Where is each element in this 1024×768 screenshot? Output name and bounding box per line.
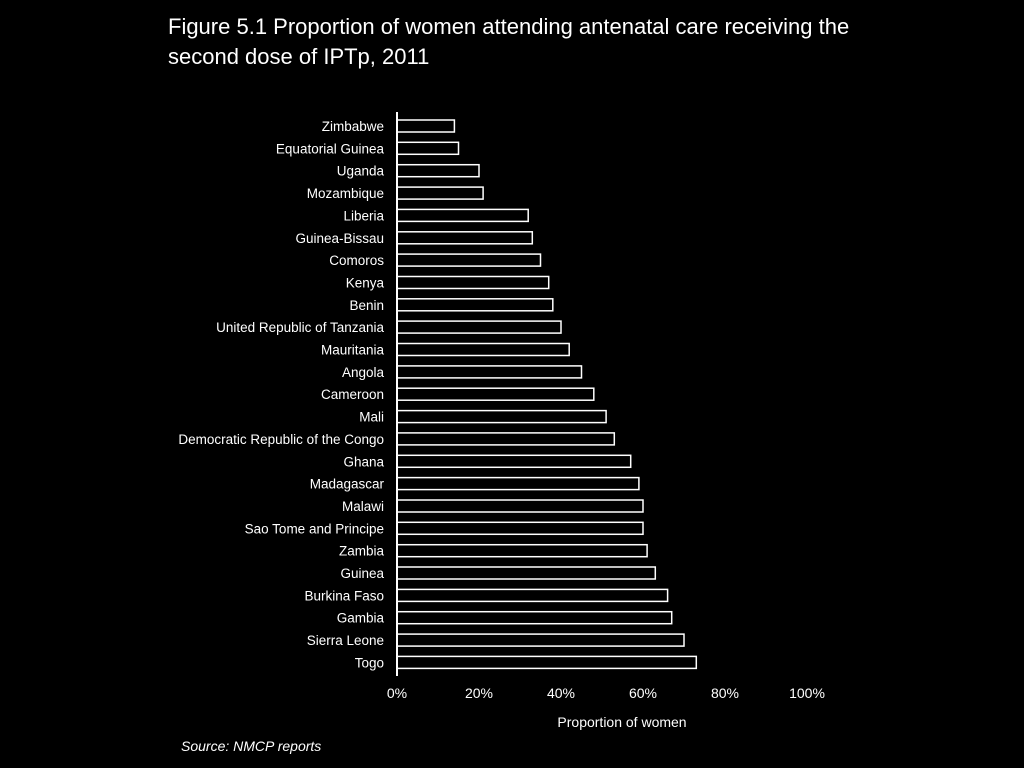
bar-mauritania [396,342,570,357]
bar-madagascar [396,476,640,491]
category-label: Equatorial Guinea [276,141,385,156]
bar-burkina-faso [396,588,669,603]
category-label: Mali [359,410,384,425]
category-label: Kenya [346,276,385,291]
category-label: Mauritania [321,343,385,358]
category-label: Comoros [329,253,384,268]
bar-united-republic-of-tanzania [396,320,562,334]
bar-gambia [396,610,673,625]
bars-group [396,119,698,670]
bar-uganda [396,163,480,178]
category-label: Ghana [343,454,384,469]
category-label: Sao Tome and Principe [245,521,384,536]
category-label: Democratic Republic of the Congo [178,432,384,447]
category-label: Gambia [337,611,385,626]
category-label: Zimbabwe [322,119,384,134]
x-tick-labels: 0% 20% 40% 60% 80% 100% [387,685,825,701]
category-label: Angola [342,365,385,380]
bar-mali [396,409,607,424]
bar-mozambique [396,186,484,200]
x-tick-label: 40% [547,685,575,701]
bar-equatorial-guinea [396,141,460,156]
category-label: Malawi [342,499,384,514]
bar-guinea-bissau [396,231,534,245]
bar-democratic-republic-of-the-congo [396,432,616,446]
category-label: Togo [355,655,384,670]
bar-comoros [396,253,542,267]
category-label: Burkina Faso [304,588,384,603]
category-labels: Zimbabwe Equatorial Guinea Uganda Mozambiqu… [178,119,384,670]
bar-zambia [396,543,648,558]
category-label: Guinea [340,566,384,581]
chart-title: Figure 5.1 Proportion of women attending… [168,14,850,69]
bar-guinea [396,566,657,580]
category-label: Uganda [337,164,385,179]
category-label: United Republic of Tanzania [216,320,384,335]
bar-liberia [396,208,529,223]
x-tick-label: 20% [465,685,493,701]
category-label: Madagascar [310,477,385,492]
x-tick-label: 80% [711,685,739,701]
category-label: Guinea-Bissau [295,231,384,246]
category-label: Benin [349,298,384,313]
category-label: Liberia [343,208,384,223]
category-label: Zambia [339,544,385,559]
bar-benin [396,298,554,312]
category-label: Mozambique [307,186,384,201]
source-note: Source: NMCP reports [181,738,322,754]
bar-sierra-leone [396,633,685,647]
bar-sao-tome-and-principe [396,521,644,536]
bar-malawi [396,499,644,513]
category-label: Cameroon [321,387,384,402]
category-label: Sierra Leone [307,633,384,648]
bar-angola [396,365,583,379]
bar-togo [396,655,698,670]
bar-cameroon [396,387,595,401]
bar-zimbabwe [396,119,456,133]
bar-ghana [396,454,632,469]
x-tick-label: 0% [387,685,407,701]
x-tick-label: 60% [629,685,657,701]
x-tick-label: 100% [789,685,825,701]
bar-kenya [396,275,550,290]
x-axis-title: Proportion of women [557,714,686,730]
